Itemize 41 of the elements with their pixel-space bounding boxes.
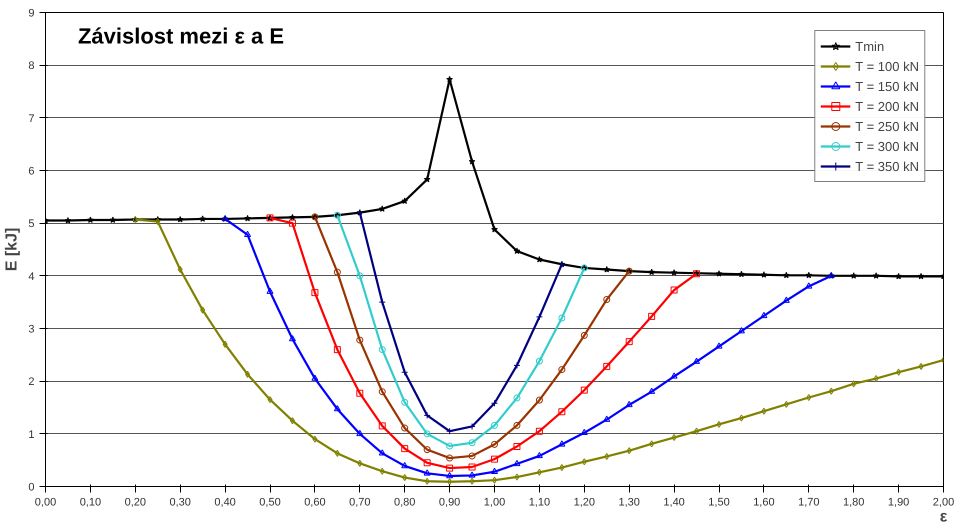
legend-label: T = 100 kN [855,58,919,74]
x-tick-label: 1,10 [528,496,550,508]
x-tick-label: 1,20 [574,496,596,508]
x-tick-label: 0,90 [438,496,460,508]
x-tick-label: 0,10 [80,496,102,508]
y-tick-label: 0 [28,482,35,494]
x-tick-label: 0,60 [304,496,326,508]
y-tick-label: 2 [28,376,35,388]
x-tick-label: 2,00 [932,496,954,508]
x-tick-label: 0,40 [214,496,236,508]
x-tick-label: 1,50 [708,496,730,508]
legend-label: T = 250 kN [855,118,919,134]
legend-label: T = 200 kN [855,98,919,114]
y-tick-label: 3 [28,324,35,336]
legend-label: T = 350 kN [855,158,919,174]
x-tick-label: 0,00 [34,496,56,508]
x-tick-label: 0,80 [394,496,416,508]
y-axis-title: E [kJ] [3,228,20,272]
x-tick-label: 1,60 [753,496,775,508]
x-tick-label: 0,50 [259,496,281,508]
x-tick-label: 0,70 [349,496,371,508]
x-tick-label: 1,30 [618,496,640,508]
x-tick-label: 1,90 [888,496,910,508]
y-tick-label: 4 [28,270,35,283]
x-axis-title: ε [940,508,948,526]
y-tick-label: 5 [28,218,35,230]
x-tick-label: 1,00 [484,496,506,508]
text: Závislost mezi ε a E [78,24,284,49]
legend-label: T = 300 kN [855,138,919,154]
y-tick-label: 8 [28,60,35,72]
x-tick-label: 1,40 [663,496,685,508]
legend-label: T = 150 kN [855,78,919,94]
y-tick-label: 1 [28,428,35,441]
y-tick-label: 9 [28,8,35,20]
x-tick-label: 1,80 [842,496,864,508]
x-tick-label: 0,30 [169,496,191,508]
y-tick-label: 6 [28,166,35,178]
x-tick-label: 1,70 [798,496,820,508]
legend-label: Tmin [855,38,884,54]
x-tick-label: 0,20 [124,496,146,508]
y-tick-label: 7 [28,112,35,125]
